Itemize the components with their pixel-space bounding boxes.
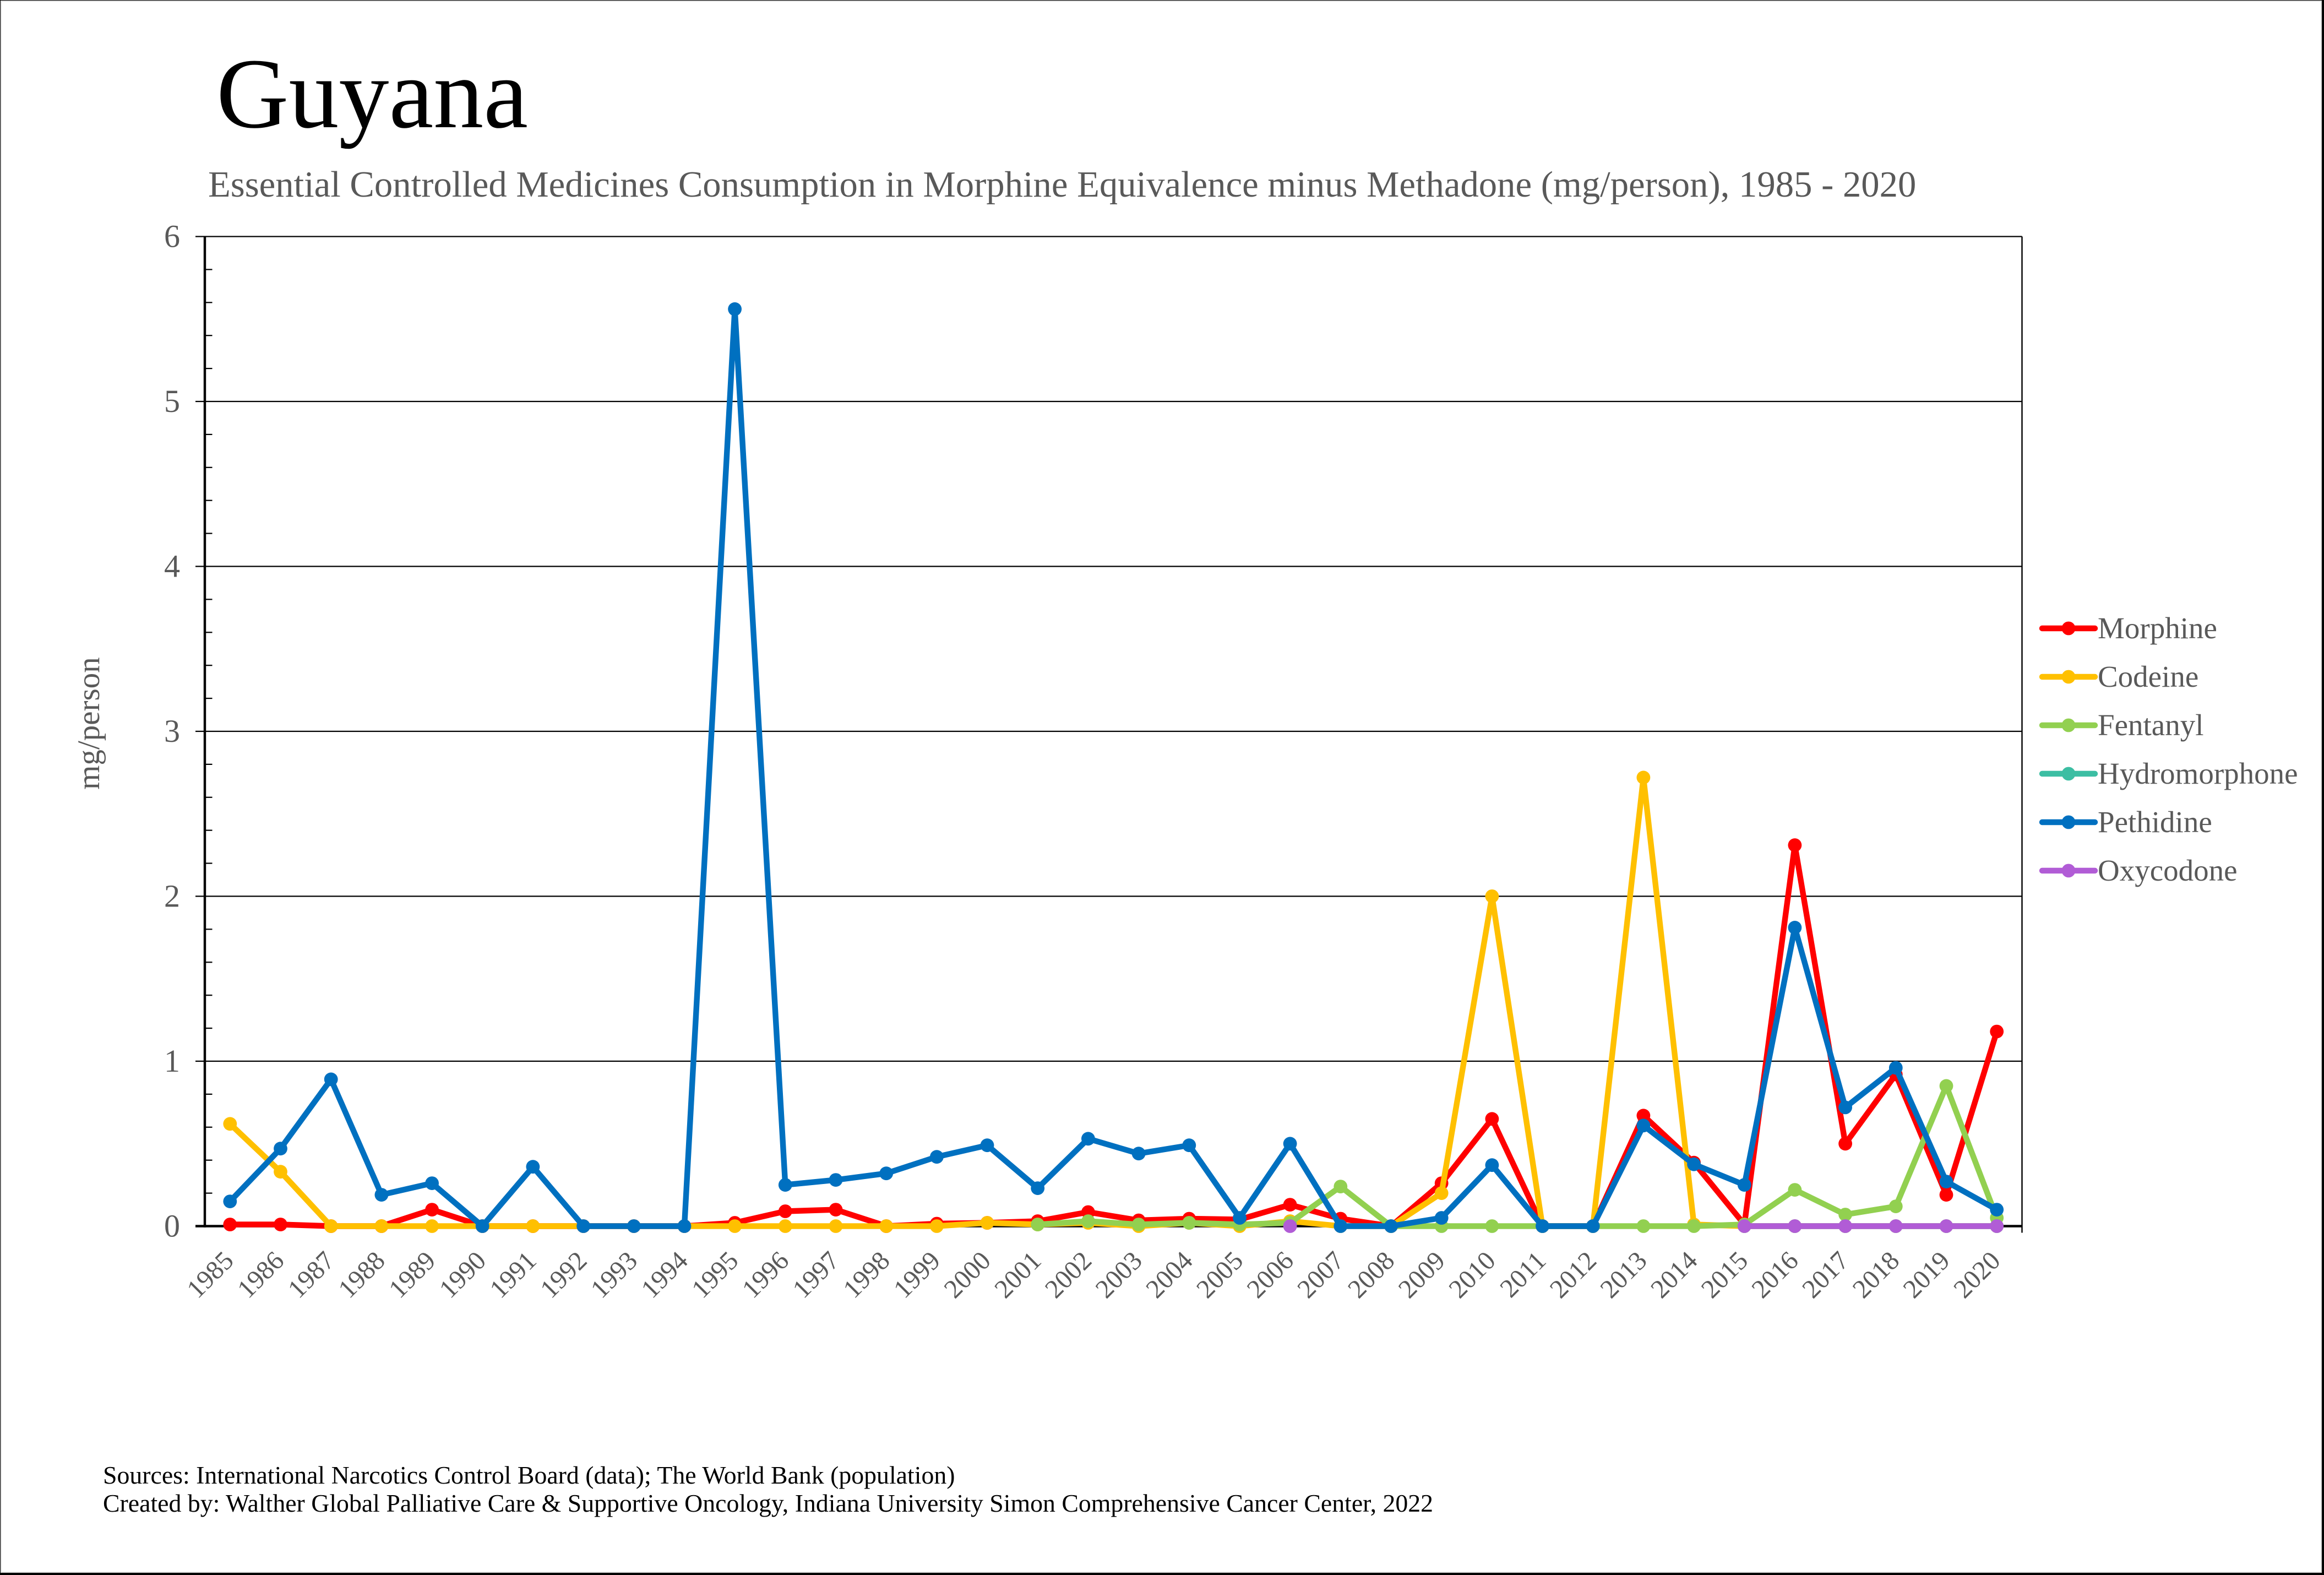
svg-text:2006: 2006 bbox=[1242, 1246, 1299, 1304]
svg-text:2020: 2020 bbox=[1948, 1246, 2006, 1304]
svg-text:1986: 1986 bbox=[232, 1246, 290, 1304]
svg-text:Morphine: Morphine bbox=[2098, 611, 2217, 645]
svg-text:2011: 2011 bbox=[1494, 1246, 1552, 1303]
svg-text:2015: 2015 bbox=[1696, 1246, 1754, 1304]
svg-text:1997: 1997 bbox=[787, 1246, 845, 1304]
svg-text:Created by: Walther Global Pal: Created by: Walther Global Palliative Ca… bbox=[103, 1489, 1433, 1517]
svg-text:1998: 1998 bbox=[837, 1246, 895, 1304]
svg-text:2001: 2001 bbox=[989, 1246, 1047, 1304]
svg-text:1995: 1995 bbox=[686, 1246, 744, 1304]
svg-text:1987: 1987 bbox=[282, 1246, 340, 1304]
svg-text:1991: 1991 bbox=[484, 1246, 542, 1304]
svg-text:2000: 2000 bbox=[938, 1246, 996, 1304]
svg-text:2003: 2003 bbox=[1090, 1246, 1148, 1304]
svg-text:2013: 2013 bbox=[1594, 1246, 1652, 1304]
svg-text:2: 2 bbox=[164, 878, 180, 914]
svg-text:4: 4 bbox=[164, 548, 180, 584]
svg-text:1985: 1985 bbox=[181, 1246, 239, 1304]
svg-text:2002: 2002 bbox=[1039, 1246, 1097, 1304]
svg-text:2007: 2007 bbox=[1292, 1246, 1349, 1304]
svg-text:mg/person: mg/person bbox=[72, 657, 106, 790]
svg-text:1993: 1993 bbox=[585, 1246, 643, 1304]
svg-text:1988: 1988 bbox=[333, 1246, 390, 1304]
svg-text:1: 1 bbox=[164, 1043, 180, 1079]
svg-text:Hydromorphone: Hydromorphone bbox=[2098, 757, 2298, 790]
svg-text:Essential Controlled Medicines: Essential Controlled Medicines Consumpti… bbox=[208, 165, 1916, 205]
svg-text:2009: 2009 bbox=[1393, 1246, 1451, 1304]
svg-text:2016: 2016 bbox=[1746, 1246, 1804, 1304]
svg-text:Sources: International Narcoti: Sources: International Narcotics Control… bbox=[103, 1461, 955, 1489]
svg-text:2012: 2012 bbox=[1544, 1246, 1602, 1304]
svg-text:1999: 1999 bbox=[888, 1246, 946, 1304]
svg-text:2004: 2004 bbox=[1140, 1246, 1198, 1304]
svg-text:1989: 1989 bbox=[383, 1246, 441, 1304]
svg-text:2019: 2019 bbox=[1897, 1246, 1955, 1304]
svg-text:0: 0 bbox=[164, 1208, 180, 1244]
svg-text:2005: 2005 bbox=[1191, 1246, 1249, 1304]
svg-text:2010: 2010 bbox=[1443, 1246, 1501, 1304]
svg-text:3: 3 bbox=[164, 713, 180, 749]
svg-text:2018: 2018 bbox=[1847, 1246, 1905, 1304]
svg-text:Pethidine: Pethidine bbox=[2098, 805, 2212, 839]
svg-text:Guyana: Guyana bbox=[216, 39, 528, 149]
svg-text:5: 5 bbox=[164, 383, 180, 419]
svg-text:1992: 1992 bbox=[535, 1246, 592, 1304]
svg-text:6: 6 bbox=[164, 219, 180, 254]
svg-text:1996: 1996 bbox=[737, 1246, 794, 1304]
svg-text:1990: 1990 bbox=[434, 1246, 492, 1304]
svg-text:Fentanyl: Fentanyl bbox=[2098, 708, 2203, 742]
svg-text:2014: 2014 bbox=[1645, 1246, 1703, 1304]
svg-text:Oxycodone: Oxycodone bbox=[2098, 854, 2238, 887]
svg-text:Codeine: Codeine bbox=[2098, 660, 2198, 693]
svg-text:2017: 2017 bbox=[1797, 1246, 1854, 1304]
svg-text:1994: 1994 bbox=[635, 1246, 693, 1304]
svg-text:2008: 2008 bbox=[1342, 1246, 1400, 1304]
